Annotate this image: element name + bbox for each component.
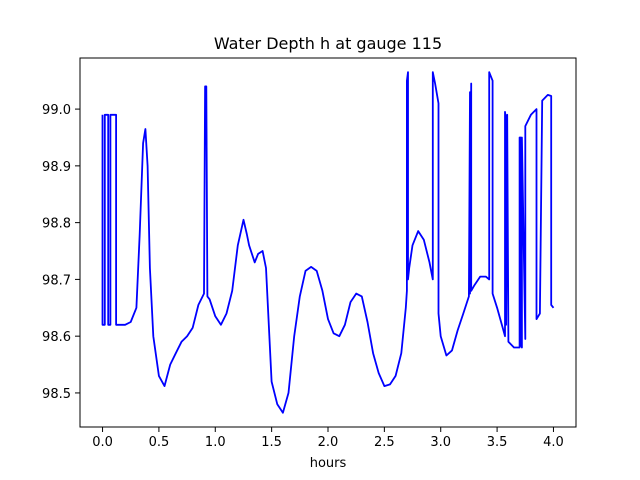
plot-area: 0.0 0.5 1.0 1.5 2.0 2.5 3.0 3.5 4.0 98.5 98.6 98.7… xyxy=(42,57,577,450)
y-axis-ticks: 98.5 98.6 98.7 98.8 98.9 99.0 xyxy=(42,103,80,402)
series-layer xyxy=(101,71,555,414)
x-tick-label: 3.5 xyxy=(487,435,508,450)
series-line xyxy=(101,71,555,414)
chart-title: Water Depth h at gauge 115 xyxy=(214,34,442,53)
x-tick-label: 0.0 xyxy=(92,435,113,450)
plot-frame xyxy=(79,57,577,428)
x-tick-label: 2.5 xyxy=(374,435,395,450)
y-tick-label: 98.8 xyxy=(42,217,71,232)
y-tick-label: 98.5 xyxy=(42,387,71,402)
x-tick-label: 2.0 xyxy=(318,435,339,450)
y-tick-label: 98.6 xyxy=(42,330,71,345)
y-tick-label: 98.9 xyxy=(42,160,71,175)
x-tick-label: 0.5 xyxy=(149,435,170,450)
x-tick-label: 1.5 xyxy=(261,435,282,450)
x-axis-ticks: 0.0 0.5 1.0 1.5 2.0 2.5 3.0 3.5 4.0 xyxy=(92,427,564,450)
y-tick-label: 99.0 xyxy=(42,103,71,118)
x-tick-label: 3.0 xyxy=(430,435,451,450)
x-tick-label: 1.0 xyxy=(205,435,226,450)
x-tick-label: 4.0 xyxy=(543,435,564,450)
x-axis-label: hours xyxy=(310,456,347,471)
y-tick-label: 98.7 xyxy=(42,273,71,288)
